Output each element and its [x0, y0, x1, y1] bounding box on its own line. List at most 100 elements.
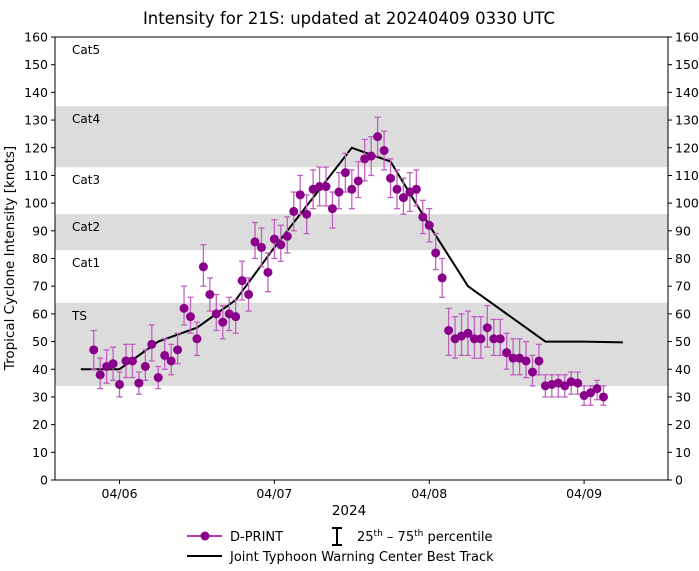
- band-label-cat5: Cat5: [72, 43, 100, 57]
- y-tick-label-right: 60: [675, 306, 691, 321]
- dprint-point: [166, 356, 176, 366]
- dprint-point: [366, 151, 376, 161]
- y-tick-label-right: 160: [675, 30, 699, 45]
- y-tick-label: 130: [24, 113, 48, 128]
- dprint-point: [315, 182, 325, 192]
- dprint-point: [153, 373, 163, 383]
- legend: D-PRINT 25th – 75th percentile Joint Typ…: [187, 527, 494, 565]
- band-label-cat3: Cat3: [72, 173, 100, 187]
- dprint-point: [437, 273, 447, 283]
- y-tick-label: 60: [32, 306, 48, 321]
- y-tick-label: 70: [32, 279, 48, 294]
- dprint-point: [115, 379, 125, 389]
- dprint-point: [237, 276, 247, 286]
- dprint-point: [379, 146, 389, 156]
- dprint-point: [347, 184, 357, 194]
- dprint-point: [198, 262, 208, 272]
- y-tick-label-right: 30: [675, 389, 691, 404]
- dprint-point: [592, 384, 602, 394]
- dprint-point: [244, 289, 254, 299]
- dprint-point: [502, 348, 512, 358]
- dprint-point: [431, 248, 441, 258]
- dprint-point: [173, 345, 183, 355]
- dprint-point: [353, 176, 363, 186]
- dprint-point: [573, 378, 583, 388]
- dprint-point: [527, 367, 537, 377]
- plot-frame: [54, 36, 669, 481]
- dprint-point: [398, 193, 408, 203]
- band-label-cat2: Cat2: [72, 220, 100, 234]
- x-tick-label: 04/09: [566, 486, 602, 501]
- y-tick-label-right: 140: [675, 85, 699, 100]
- y-tick-label: 80: [32, 251, 48, 266]
- y-tick-label-right: 20: [675, 417, 691, 432]
- dprint-point: [327, 204, 337, 214]
- dprint-point: [373, 132, 383, 142]
- y-tick-label: 100: [24, 196, 48, 211]
- dprint-point: [392, 184, 402, 194]
- band-cat2: [55, 214, 668, 251]
- y-axis-label: Tropical Cyclone Intensity [knots]: [2, 146, 18, 371]
- y-tick-label-right: 110: [675, 168, 699, 183]
- x-axis-label: 2024: [332, 503, 366, 519]
- dprint-point: [534, 356, 544, 366]
- dprint-point: [334, 187, 344, 197]
- dprint-point: [444, 325, 454, 335]
- dprint-point: [140, 361, 150, 371]
- y-tick-label-right: 80: [675, 251, 691, 266]
- dprint-point: [469, 334, 479, 344]
- dprint-point: [476, 334, 486, 344]
- band-label-cat1: Cat1: [72, 256, 100, 270]
- dprint-point: [186, 312, 196, 322]
- dprint-point: [495, 334, 505, 344]
- dprint-point: [134, 378, 144, 388]
- best-track-line: [80, 146, 623, 371]
- dprint-point: [418, 212, 428, 222]
- y-tick-label-right: 40: [675, 362, 691, 377]
- dprint-point: [218, 317, 228, 327]
- legend-dprint-label: D-PRINT: [230, 530, 283, 545]
- dprint-point: [411, 184, 421, 194]
- band-label-ts: TS: [71, 309, 87, 323]
- dprint-point: [121, 356, 131, 366]
- dprint-point: [160, 350, 170, 360]
- dprint-point: [89, 345, 99, 355]
- y-tick-label: 20: [32, 417, 48, 432]
- dprint-point: [463, 328, 473, 338]
- band-ts: [55, 302, 668, 386]
- y-tick-label: 40: [32, 362, 48, 377]
- dprint-point: [424, 220, 434, 230]
- x-tick-label: 04/08: [411, 486, 447, 501]
- dprint-point: [586, 388, 596, 398]
- dprint-point: [386, 173, 396, 183]
- dprint-point: [340, 168, 350, 178]
- y-tick-label: 150: [24, 57, 48, 72]
- dprint-point: [302, 209, 312, 219]
- dprint-point: [192, 334, 202, 344]
- dprint-point: [108, 359, 118, 369]
- x-tick-label: 04/06: [102, 486, 138, 501]
- y-tick-label-right: 0: [675, 473, 683, 488]
- y-tick-label: 0: [40, 473, 48, 488]
- y-tick-label-right: 150: [675, 57, 699, 72]
- chart-title: Intensity for 21S: updated at 20240409 0…: [143, 9, 555, 28]
- legend-percentile-icon: [332, 527, 342, 546]
- dprint-point: [560, 381, 570, 391]
- dprint-point: [321, 182, 331, 192]
- dprint-point: [250, 237, 260, 247]
- x-tick-label: 04/07: [256, 486, 292, 501]
- dprint-point: [598, 392, 608, 402]
- y-tick-label: 110: [24, 168, 48, 183]
- y-tick-label-right: 70: [675, 279, 691, 294]
- dprint-point: [127, 356, 137, 366]
- y-tick-label: 50: [32, 334, 48, 349]
- y-tick-label: 30: [32, 389, 48, 404]
- dprint-point: [269, 234, 279, 244]
- dprint-point: [179, 303, 189, 313]
- dprint-point: [482, 323, 492, 333]
- y-tick-label: 90: [32, 223, 48, 238]
- y-tick-label: 140: [24, 85, 48, 100]
- legend-percentile-label: 25th – 75th percentile: [357, 529, 492, 545]
- dprint-point: [276, 240, 286, 250]
